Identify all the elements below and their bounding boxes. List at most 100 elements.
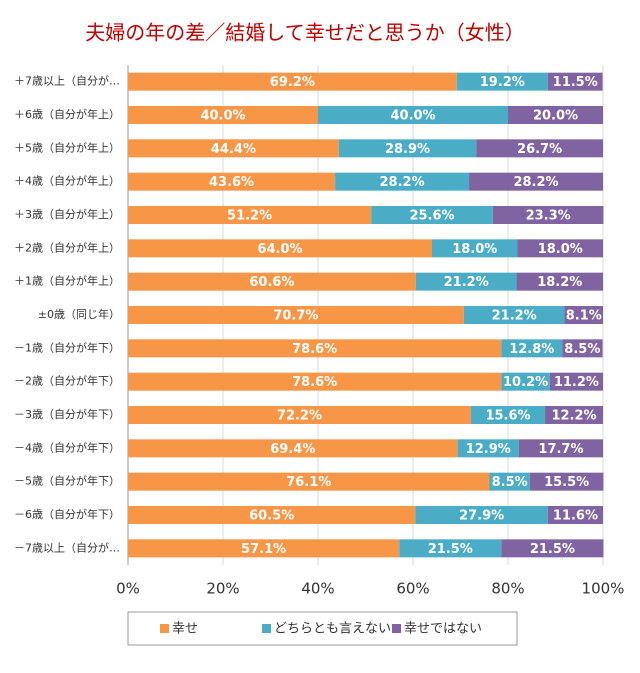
y-tick-label: －2歳（自分が年下） (14, 374, 120, 388)
value-label: 57.1% (241, 542, 286, 557)
bar-segment (128, 72, 457, 91)
x-tick-label: 60% (396, 580, 429, 598)
bar-segment (338, 139, 477, 158)
legend-swatch (392, 624, 401, 633)
value-label: 11.5% (553, 75, 598, 90)
y-tick-label: ＋5歳（自分が年上） (14, 140, 120, 154)
bar-segment (128, 206, 372, 224)
bar-segment (549, 372, 603, 391)
value-label: 78.6% (292, 342, 337, 357)
y-tick-label: ＋2歳（自分が年上） (14, 240, 120, 254)
value-label: 25.6% (409, 209, 454, 224)
bar-segment (128, 272, 416, 291)
y-tick-label: ＋6歳（自分が年上） (14, 107, 120, 121)
bar-segment (529, 472, 604, 491)
bar-segment (335, 172, 470, 191)
chart-title: 夫婦の年の差／結婚して幸せだと思うか（女性） (85, 21, 524, 45)
bar-segment (128, 506, 416, 524)
bar-segment (128, 239, 432, 258)
bar-segment (501, 372, 550, 391)
y-tick-label: －6歳（自分が年下） (14, 507, 120, 521)
value-label: 19.2% (480, 75, 525, 90)
y-tick-label: －4歳（自分が年下） (14, 440, 120, 454)
value-label: 23.3% (526, 209, 571, 224)
value-label: 11.2% (554, 375, 599, 390)
bar-segment (476, 139, 603, 158)
x-tick-label: 0% (116, 580, 140, 598)
value-label: 21.2% (444, 275, 489, 290)
bar-segment (128, 172, 336, 191)
value-label: 28.9% (385, 142, 430, 157)
y-tick-label: ＋4歳（自分が年上） (14, 174, 120, 188)
value-label: 28.2% (513, 175, 558, 190)
bar-segment (470, 406, 546, 424)
bar-segment (501, 539, 604, 558)
value-label: 10.2% (503, 375, 548, 390)
value-label: 12.2% (551, 409, 596, 424)
value-label: 15.5% (544, 475, 589, 490)
bar-segment (492, 206, 604, 224)
bar-segment (508, 106, 603, 124)
value-label: 21.5% (530, 542, 575, 557)
x-tick-label: 20% (206, 580, 239, 598)
bar-segment (564, 306, 603, 324)
bar-segment (128, 539, 400, 558)
y-tick-label: －3歳（自分が年下） (14, 407, 120, 421)
value-label: 43.6% (209, 175, 254, 190)
bar-segment (128, 306, 464, 324)
value-label: 11.6% (553, 509, 598, 524)
bar-segment (371, 206, 493, 224)
value-label: 72.2% (277, 409, 322, 424)
bar-segment (469, 172, 603, 191)
bar-segment (489, 472, 530, 491)
value-label: 26.7% (517, 142, 562, 157)
value-label: 28.2% (380, 175, 425, 190)
legend-label: 幸せではない (404, 622, 482, 637)
y-tick-label: ＋1歳（自分が年上） (14, 274, 120, 288)
value-label: 18.0% (452, 242, 497, 257)
bar-segment (517, 239, 603, 258)
legend-swatch (160, 624, 169, 633)
x-tick-label: 100% (582, 580, 625, 598)
value-label: 21.5% (428, 542, 473, 557)
bar-segment (415, 506, 548, 524)
bar-segment (128, 106, 318, 124)
value-label: 8.1% (566, 309, 602, 324)
value-label: 69.4% (270, 442, 315, 457)
bar-segment (562, 339, 603, 358)
legend-swatch (262, 624, 271, 633)
value-label: 70.7% (273, 309, 318, 324)
y-tick-label: ＋3歳（自分が年上） (14, 207, 120, 221)
value-label: 18.2% (537, 275, 582, 290)
y-tick-label: －5歳（自分が年下） (14, 474, 120, 488)
value-label: 8.5% (492, 475, 528, 490)
bar-segment (415, 272, 517, 291)
bar-segment (318, 106, 508, 124)
value-label: 8.5% (564, 342, 600, 357)
value-label: 27.9% (459, 509, 504, 524)
x-tick-label: 40% (301, 580, 334, 598)
bar-segment (501, 339, 563, 358)
value-label: 12.8% (509, 342, 554, 357)
y-tick-label: －1歳（自分が年下） (14, 340, 120, 354)
legend-label: 幸せ (172, 622, 198, 637)
value-label: 78.6% (292, 375, 337, 390)
value-label: 64.0% (257, 242, 302, 257)
bar-segment (128, 372, 502, 391)
value-label: 17.7% (538, 442, 583, 457)
x-tick-label: 80% (491, 580, 524, 598)
bar-segment (463, 306, 565, 324)
value-label: 12.9% (466, 442, 511, 457)
bar-segment (128, 472, 490, 491)
bar-segment (128, 439, 458, 458)
value-label: 20.0% (533, 109, 578, 124)
y-tick-label: －7歳以上（自分が… (14, 540, 120, 554)
value-label: 44.4% (211, 142, 256, 157)
value-label: 51.2% (227, 209, 272, 224)
bar-segment (128, 339, 502, 358)
bar-segment (432, 239, 518, 258)
bar-segment (128, 139, 339, 158)
bar-segment (516, 272, 603, 291)
